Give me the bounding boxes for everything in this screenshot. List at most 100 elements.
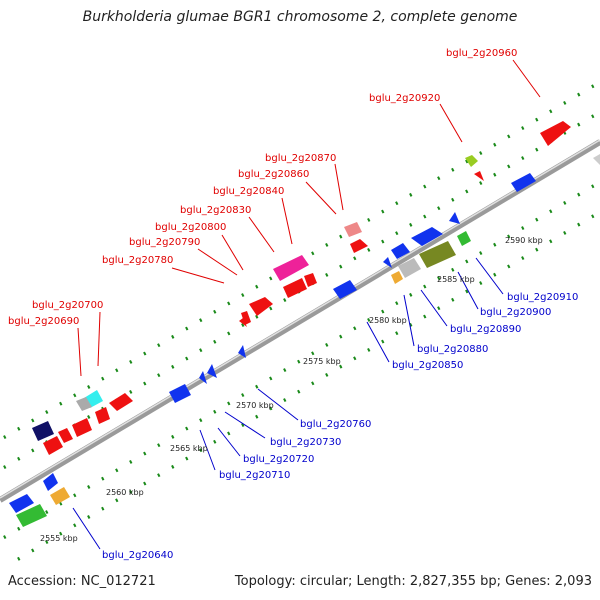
track-dot — [129, 359, 133, 364]
gene-label[interactable]: bglu_2g20720 — [243, 454, 314, 465]
gene-label[interactable]: bglu_2g20910 — [507, 292, 578, 303]
track-dot — [451, 267, 455, 272]
gene-bglu_2g20890[interactable] — [398, 258, 421, 278]
scale-label: 2570 kbp — [236, 401, 274, 410]
gene-bglu_2g20710[interactable] — [169, 384, 191, 403]
gene-bglu_2g20830[interactable] — [283, 278, 307, 298]
track-dot — [465, 259, 469, 264]
track-dot — [381, 239, 385, 244]
gene-bglu_2g20880[interactable] — [391, 271, 403, 284]
scale-label: 2560 kbp — [106, 488, 144, 497]
gene-bglu_2g20640[interactable] — [50, 487, 70, 505]
track-dot — [157, 343, 161, 348]
gene-rev-7[interactable] — [9, 494, 34, 513]
scale-label: 2590 kbp — [505, 236, 543, 245]
track-dot — [255, 414, 259, 419]
gene-fwd-5[interactable] — [43, 436, 63, 455]
gene-label[interactable]: bglu_2g20920 — [369, 93, 440, 104]
track-dot — [465, 189, 469, 194]
gene-bglu_2g20730[interactable] — [207, 364, 217, 378]
track-dot — [535, 247, 539, 252]
gene-label[interactable]: bglu_2g20710 — [219, 470, 290, 481]
gene-bglu_2g20870[interactable] — [344, 222, 362, 237]
track-dot — [465, 159, 469, 164]
gene-bglu_2g20850[interactable] — [333, 280, 357, 299]
gene-label[interactable]: bglu_2g20700 — [32, 300, 103, 311]
gene-bglu_2g20840[interactable] — [273, 255, 309, 281]
track-dot — [59, 401, 63, 406]
gene-bglu_2g20920-b[interactable] — [474, 171, 484, 181]
gene-fwd-1[interactable] — [109, 393, 133, 411]
gene-bglu_2g20800[interactable] — [249, 297, 273, 316]
gene-bglu_2g20860[interactable] — [350, 239, 368, 253]
gene-bglu_2g20900[interactable] — [419, 241, 456, 268]
genome-summary-text: Topology: circular; Length: 2,827,355 bp… — [234, 574, 592, 589]
gene-label[interactable]: bglu_2g20640 — [102, 550, 173, 561]
gene-bglu_2g20920[interactable] — [465, 155, 478, 167]
track-dot — [367, 217, 371, 222]
track-dot — [493, 142, 497, 147]
track-dot — [493, 172, 497, 177]
gene-label[interactable]: bglu_2g20790 — [129, 237, 200, 248]
gene-rev-1[interactable] — [511, 173, 536, 192]
track-dot — [479, 151, 483, 156]
gene-rev-6[interactable] — [43, 473, 58, 491]
gene-label[interactable]: bglu_2g20800 — [155, 222, 226, 233]
gene-bglu_2g20910[interactable] — [457, 231, 471, 246]
track-dot — [199, 418, 203, 423]
track-dot — [283, 398, 287, 402]
track-dot — [115, 468, 119, 473]
track-dot — [521, 226, 525, 230]
gene-label[interactable]: bglu_2g20960 — [446, 48, 517, 59]
track-dot — [395, 301, 399, 306]
track-dot — [409, 322, 413, 327]
gene-fwd-4[interactable] — [58, 428, 73, 443]
gene-rev-2[interactable] — [449, 212, 460, 224]
gene-fwd-7[interactable] — [593, 154, 600, 165]
gene-label[interactable]: bglu_2g20780 — [102, 255, 173, 266]
gene-bglu_2g20720[interactable] — [199, 371, 207, 384]
upper-labels: bglu_2g20960 bglu_2g20920 bglu_2g20870 b… — [8, 48, 517, 327]
gene-bglu_2g20780[interactable] — [239, 318, 247, 327]
track-dot — [241, 293, 245, 298]
gene-label[interactable]: bglu_2g20900 — [480, 307, 551, 318]
gene-label[interactable]: bglu_2g20850 — [392, 360, 463, 371]
track-dot — [325, 243, 329, 247]
gene-bglu_2g20760[interactable] — [238, 345, 246, 358]
track-dot — [213, 309, 217, 314]
gene-rev-4[interactable] — [391, 243, 410, 259]
gene-bglu_2g20690[interactable] — [76, 397, 92, 411]
track-dot — [143, 381, 147, 386]
gene-label[interactable]: bglu_2g20690 — [8, 316, 79, 327]
gene-label[interactable]: bglu_2g20730 — [270, 437, 341, 448]
gene-bglu_2g20790[interactable] — [241, 311, 251, 325]
track-dot — [381, 309, 385, 314]
gene-fwd-2[interactable] — [95, 407, 110, 424]
track-dot — [367, 347, 371, 352]
gene-rev-5[interactable] — [383, 257, 392, 268]
gene-fwd-3[interactable] — [72, 418, 92, 437]
track-dot — [199, 318, 203, 323]
track-dot — [535, 217, 539, 222]
track-dot — [437, 306, 441, 311]
gene-label[interactable]: bglu_2g20870 — [265, 153, 336, 164]
gene-label[interactable]: bglu_2g20830 — [180, 205, 251, 216]
gene-label[interactable]: bglu_2g20840 — [213, 186, 284, 197]
gene-rev-8[interactable] — [16, 504, 47, 527]
track-dot — [269, 406, 273, 411]
track-dot — [17, 426, 21, 431]
gene-label[interactable]: bglu_2g20760 — [300, 419, 371, 430]
gene-bglu_2g20960[interactable] — [540, 121, 571, 146]
gene-label[interactable]: bglu_2g20860 — [238, 169, 309, 180]
scale-label: 2580 kbp — [369, 316, 407, 325]
gene-fwd-6[interactable] — [32, 421, 54, 441]
track-dot — [577, 192, 581, 197]
track-dot — [339, 234, 343, 239]
gene-label[interactable]: bglu_2g20880 — [417, 344, 488, 355]
gene-bglu_2g20830-b[interactable] — [304, 273, 317, 287]
gene-label[interactable]: bglu_2g20890 — [450, 324, 521, 335]
gene-rev-3[interactable] — [411, 227, 443, 246]
track-dot — [535, 117, 539, 122]
leader-lines — [72, 59, 541, 550]
track-dot — [339, 264, 343, 269]
